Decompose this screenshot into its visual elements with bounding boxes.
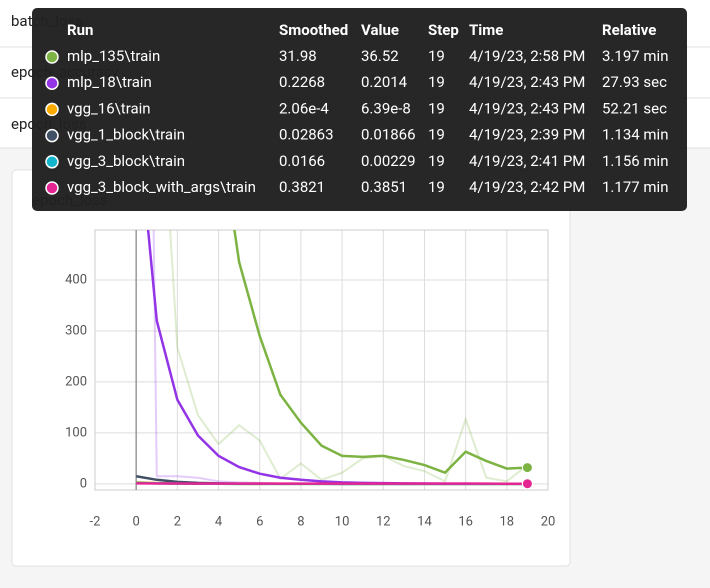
tooltip-cell: 3.197 min [602, 47, 668, 65]
series-group [135, 230, 529, 486]
tooltip-cell: 19 [428, 73, 445, 91]
tooltip-cell: 1.156 min [602, 152, 668, 170]
tooltip-cell: 4/19/23, 2:39 PM [469, 126, 585, 144]
tooltip-header: Value [361, 21, 399, 39]
tooltip-cell: 1.177 min [602, 178, 668, 196]
tooltip-cell: 2.06e-4 [279, 99, 329, 117]
tooltip-cell: 52.21 sec [602, 99, 667, 117]
x-tick-label: 4 [215, 514, 223, 529]
tooltip-cell: 19 [428, 99, 445, 117]
x-tick-label: 12 [376, 514, 391, 529]
tooltip-cell: vgg_3_block\train [67, 152, 185, 170]
tooltip-cell: 19 [428, 126, 445, 144]
plot-frame [94, 229, 549, 491]
y-tick-label: 200 [65, 374, 87, 389]
y-tick-label: 300 [65, 323, 87, 338]
y-tick-label: 0 [80, 476, 87, 491]
tooltip-cell: 0.2014 [361, 73, 408, 91]
tooltip-cell: 0.2268 [279, 73, 325, 91]
end-point [521, 478, 533, 490]
tooltip-cell: 19 [428, 152, 445, 170]
tooltip-cell: 1.134 min [602, 126, 668, 144]
tooltip-header: Run [67, 21, 93, 39]
tooltip-cell: 4/19/23, 2:41 PM [469, 152, 585, 170]
tooltip-cell: vgg_1_block\train [67, 126, 185, 144]
tooltip-cell: 0.3851 [361, 178, 407, 196]
tooltip-cell: 0.3821 [279, 178, 325, 196]
tooltip-header: Relative [602, 21, 656, 39]
run-swatch [45, 102, 59, 117]
tooltip-cell: 0.02863 [279, 126, 334, 144]
y-tick-label: 400 [65, 272, 87, 287]
tooltip-header: Step [428, 21, 459, 39]
run-swatch [45, 50, 59, 64]
tooltip-header: Time [469, 21, 503, 39]
run-swatch [45, 76, 59, 90]
tooltip-cell: mlp_135\train [67, 47, 160, 65]
tooltip-cell: 19 [428, 47, 445, 65]
x-tick-label: 2 [174, 514, 181, 529]
tooltip-cell: 4/19/23, 2:43 PM [469, 99, 585, 117]
tooltip-cell: mlp_18\train [67, 73, 152, 91]
raw-line [169, 230, 529, 483]
tooltip-cell: 6.39e-8 [361, 99, 411, 117]
chart-card [11, 169, 571, 567]
y-tick-label: 100 [65, 425, 87, 440]
tooltip-cell: vgg_16\train [67, 99, 151, 117]
tooltip-cell: 36.52 [361, 47, 399, 65]
tooltip-cell: 0.0166 [279, 152, 325, 170]
run-swatch [45, 181, 59, 195]
run-swatch [45, 155, 59, 169]
tooltip-cell: 0.00229 [361, 152, 416, 170]
tooltip-cell: 0.01866 [361, 126, 416, 144]
tooltip-cell: 27.93 sec [602, 73, 667, 91]
tooltip-bg [32, 8, 687, 211]
x-tick-label: 18 [500, 514, 515, 529]
x-tick-label: 10 [335, 514, 350, 529]
x-tick-label: 0 [133, 514, 140, 529]
x-tick-label: 8 [297, 514, 304, 529]
end-point [521, 462, 533, 474]
tooltip: Run Smoothed Value Step Time Relative mlp_135\… [32, 8, 687, 211]
tooltip-cell: 19 [428, 178, 445, 196]
x-tick-label: 20 [541, 514, 556, 529]
tooltip-cell: 4/19/23, 2:43 PM [469, 73, 585, 91]
smoothed-line [233, 230, 528, 475]
run-swatch [45, 128, 59, 143]
x-tick-label: 16 [458, 514, 473, 529]
tooltip-cell: vgg_3_block_with_args\train [67, 178, 256, 196]
x-tick-label: 14 [417, 514, 432, 529]
tooltip-header: Smoothed [279, 21, 348, 39]
tooltip-cell: 4/19/23, 2:58 PM [469, 47, 585, 65]
tooltip-cell: 31.98 [279, 47, 317, 65]
x-tick-label: -2 [90, 514, 101, 529]
x-tick-label: 6 [256, 514, 263, 529]
tooltip-cell: 4/19/23, 2:42 PM [469, 178, 585, 196]
